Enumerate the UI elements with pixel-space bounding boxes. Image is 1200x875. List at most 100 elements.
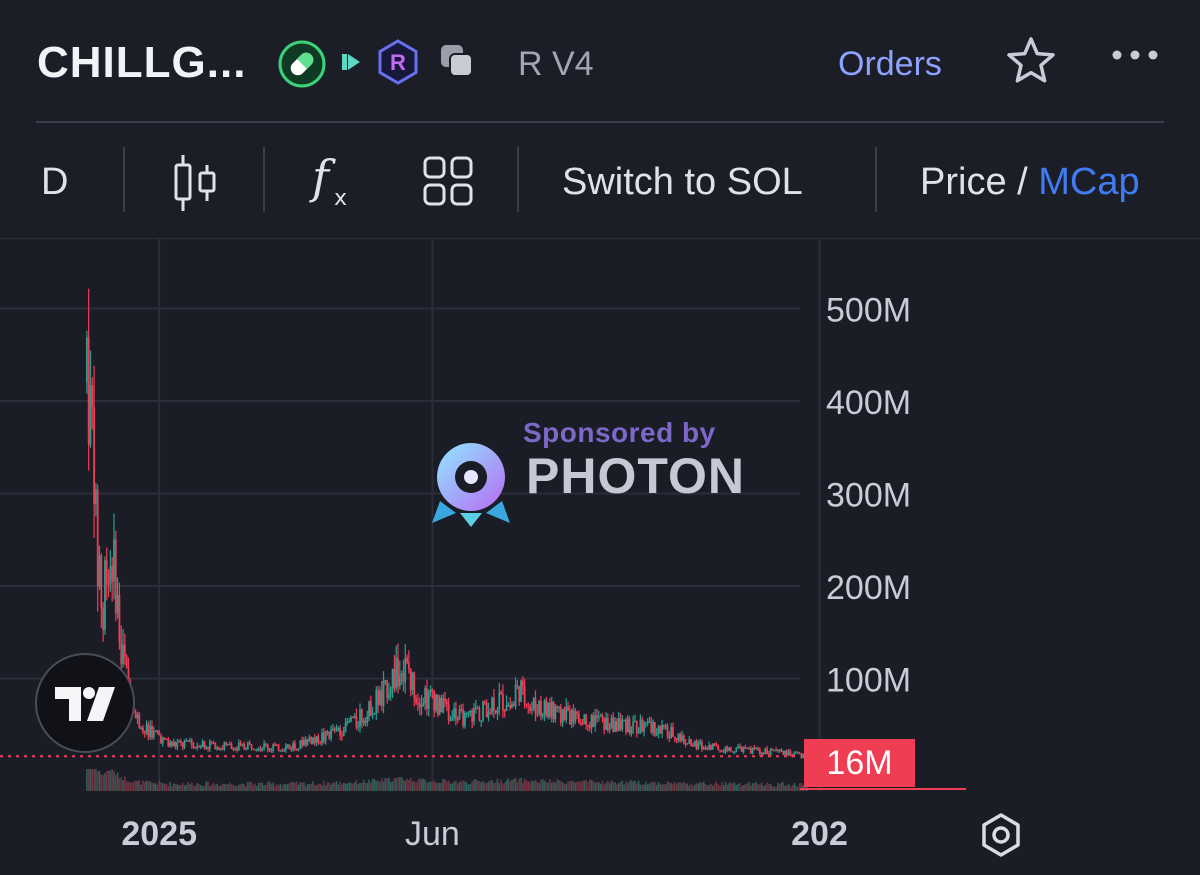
candle-body xyxy=(454,708,457,720)
candle-body xyxy=(596,715,598,718)
volume-bar xyxy=(114,774,117,791)
volume-bar xyxy=(248,782,251,791)
candle-body xyxy=(567,706,569,712)
orders-link[interactable]: Orders xyxy=(838,45,942,83)
candle-body xyxy=(751,747,754,754)
chart-toolbar: D f x Switch to SOL Price / MCap xyxy=(0,123,1200,238)
tradingview-logo[interactable] xyxy=(35,653,135,753)
volume-bar xyxy=(247,781,249,791)
candle-body xyxy=(418,703,421,708)
candle-body xyxy=(612,717,615,732)
volume-bar xyxy=(800,782,803,791)
volume-bar xyxy=(784,785,786,791)
volume-bar xyxy=(570,781,573,791)
candle-body xyxy=(708,744,711,750)
candle-body xyxy=(355,716,358,727)
switch-to-sol-button[interactable]: Switch to SOL xyxy=(562,161,803,203)
candle-body xyxy=(556,706,559,709)
candle-body xyxy=(574,711,577,722)
mcap-option[interactable]: MCap xyxy=(1038,161,1140,203)
volume-bar xyxy=(522,782,524,791)
candle-body xyxy=(444,698,446,702)
volume-bar xyxy=(205,781,208,791)
volume-bar xyxy=(505,780,508,791)
volume-bar xyxy=(243,784,246,791)
candle-body xyxy=(500,692,503,695)
volume-bar xyxy=(125,781,128,791)
candle-body xyxy=(208,741,211,750)
candle-body xyxy=(715,745,718,747)
volume-bar xyxy=(313,784,316,791)
candle-body xyxy=(411,672,414,691)
price-chart[interactable]: 500M 400M 300M 200M 100M 2025 Jun 202 Sponsore… xyxy=(0,239,1200,875)
volume-bar xyxy=(645,781,647,791)
candle-body xyxy=(420,704,423,708)
candle-body xyxy=(149,725,152,737)
candle-body xyxy=(313,737,316,743)
candle-body xyxy=(670,727,673,738)
candle-body xyxy=(275,744,278,746)
raydium-icon[interactable]: R xyxy=(374,38,422,86)
volume-bar xyxy=(198,783,200,791)
candle-body xyxy=(360,709,363,723)
candle-body xyxy=(246,742,249,750)
candle-body xyxy=(545,700,548,717)
volume-bar xyxy=(502,783,504,791)
candle-body xyxy=(94,489,97,504)
y-axis: 500M 400M 300M 200M 100M xyxy=(826,292,911,700)
candle-body xyxy=(277,744,280,751)
price-option[interactable]: Price / xyxy=(920,161,1028,203)
candle-body xyxy=(160,735,162,744)
volume-bar xyxy=(409,777,412,791)
volume-bar xyxy=(731,783,734,791)
volume-bar xyxy=(608,783,611,791)
volume-bar xyxy=(677,782,680,791)
volume-bar xyxy=(131,782,133,791)
volume-bar xyxy=(465,782,468,791)
chart-canvas[interactable]: 500M 400M 300M 200M 100M 2025 Jun 202 xyxy=(0,239,1200,875)
copy-icon[interactable] xyxy=(437,41,477,81)
volume-bar xyxy=(550,782,553,791)
candle-body xyxy=(346,721,349,723)
token-name[interactable]: CHILLG... xyxy=(37,38,247,87)
candle-body xyxy=(578,714,580,723)
candle-body xyxy=(158,731,161,736)
volume-bar xyxy=(484,783,486,791)
candle-body xyxy=(304,739,307,745)
volume-bar xyxy=(210,784,213,791)
candle-body xyxy=(648,721,651,723)
volume-bar xyxy=(440,782,443,791)
volume-bar xyxy=(420,779,423,791)
candle-body xyxy=(767,753,770,755)
settings-icon[interactable] xyxy=(978,812,1024,858)
function-icon[interactable]: f x xyxy=(308,149,358,209)
toolbar-separator xyxy=(123,147,125,212)
candle-body xyxy=(266,744,269,750)
more-icon[interactable] xyxy=(1110,40,1160,70)
volume-bar xyxy=(469,783,472,791)
pill-icon[interactable] xyxy=(278,40,326,88)
star-icon[interactable] xyxy=(1004,34,1058,88)
volume-bar xyxy=(201,786,204,791)
candle-body xyxy=(445,701,448,705)
volume-bar xyxy=(639,784,642,791)
candle-body xyxy=(746,747,749,750)
volume-bar xyxy=(178,785,180,791)
candlestick-icon[interactable] xyxy=(170,153,220,213)
layout-grid-icon[interactable] xyxy=(422,155,474,207)
volume-bar xyxy=(531,780,533,791)
interval-button[interactable]: D xyxy=(41,161,69,203)
volume-bar xyxy=(120,777,123,791)
candle-body xyxy=(219,748,222,750)
candle-body xyxy=(628,718,631,734)
volume-bar xyxy=(225,784,227,791)
price-mcap-toggle[interactable]: Price / MCap xyxy=(920,161,1140,204)
volume-bar xyxy=(574,782,577,791)
volume-bar xyxy=(451,783,454,791)
volume-bar xyxy=(382,781,385,791)
candle-body xyxy=(496,709,499,713)
toolbar-separator xyxy=(517,147,519,212)
candle-body xyxy=(382,680,385,706)
volume-bar xyxy=(143,781,146,791)
candle-body xyxy=(283,750,285,752)
